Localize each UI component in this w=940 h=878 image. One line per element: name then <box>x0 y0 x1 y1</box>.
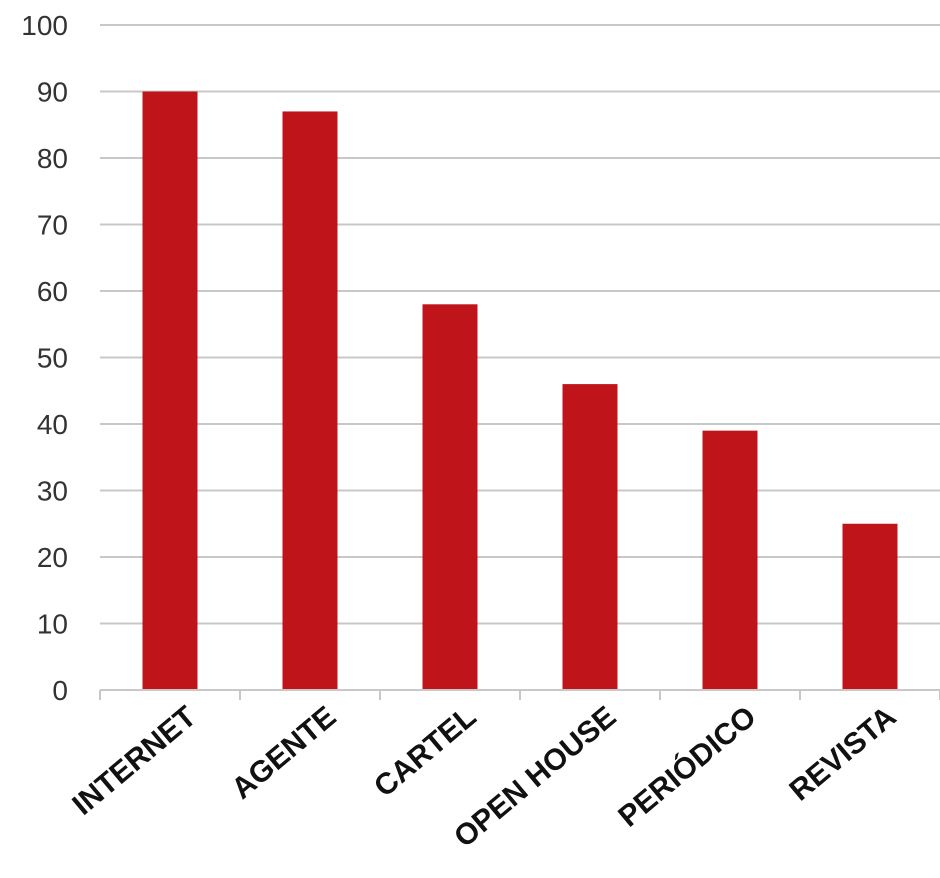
bar-cartel <box>422 304 478 690</box>
y-tick-label-90: 90 <box>37 77 68 108</box>
bar-periódico <box>702 430 758 690</box>
y-tick-label-10: 10 <box>37 609 68 640</box>
y-tick-label-100: 100 <box>21 10 68 41</box>
bars <box>142 91 898 690</box>
y-tick-label-20: 20 <box>37 542 68 573</box>
y-tick-label-50: 50 <box>37 343 68 374</box>
bar-open-house <box>562 384 618 690</box>
gridlines <box>100 24 940 625</box>
x-tick-label-revista: REVISTA <box>783 700 902 807</box>
x-tick-label-agente: AGENTE <box>226 700 343 806</box>
y-tick-label-40: 40 <box>37 409 68 440</box>
x-axis <box>99 689 940 700</box>
y-tick-label-60: 60 <box>37 276 68 307</box>
y-tick-label-80: 80 <box>37 143 68 174</box>
bar-internet <box>142 91 198 690</box>
y-tick-label-0: 0 <box>52 675 68 706</box>
bar-revista <box>842 523 898 690</box>
y-tick-label-30: 30 <box>37 476 68 507</box>
x-tick-label-internet: INTERNET <box>66 700 202 822</box>
y-axis-ticks: 0 10 20 30 40 50 60 70 80 90 100 <box>21 10 68 706</box>
x-tick-label-periódico: PERIÓDICO <box>612 699 763 833</box>
bar-agente <box>282 111 338 690</box>
x-tick-label-cartel: CARTEL <box>368 700 482 803</box>
y-tick-label-70: 70 <box>37 210 68 241</box>
